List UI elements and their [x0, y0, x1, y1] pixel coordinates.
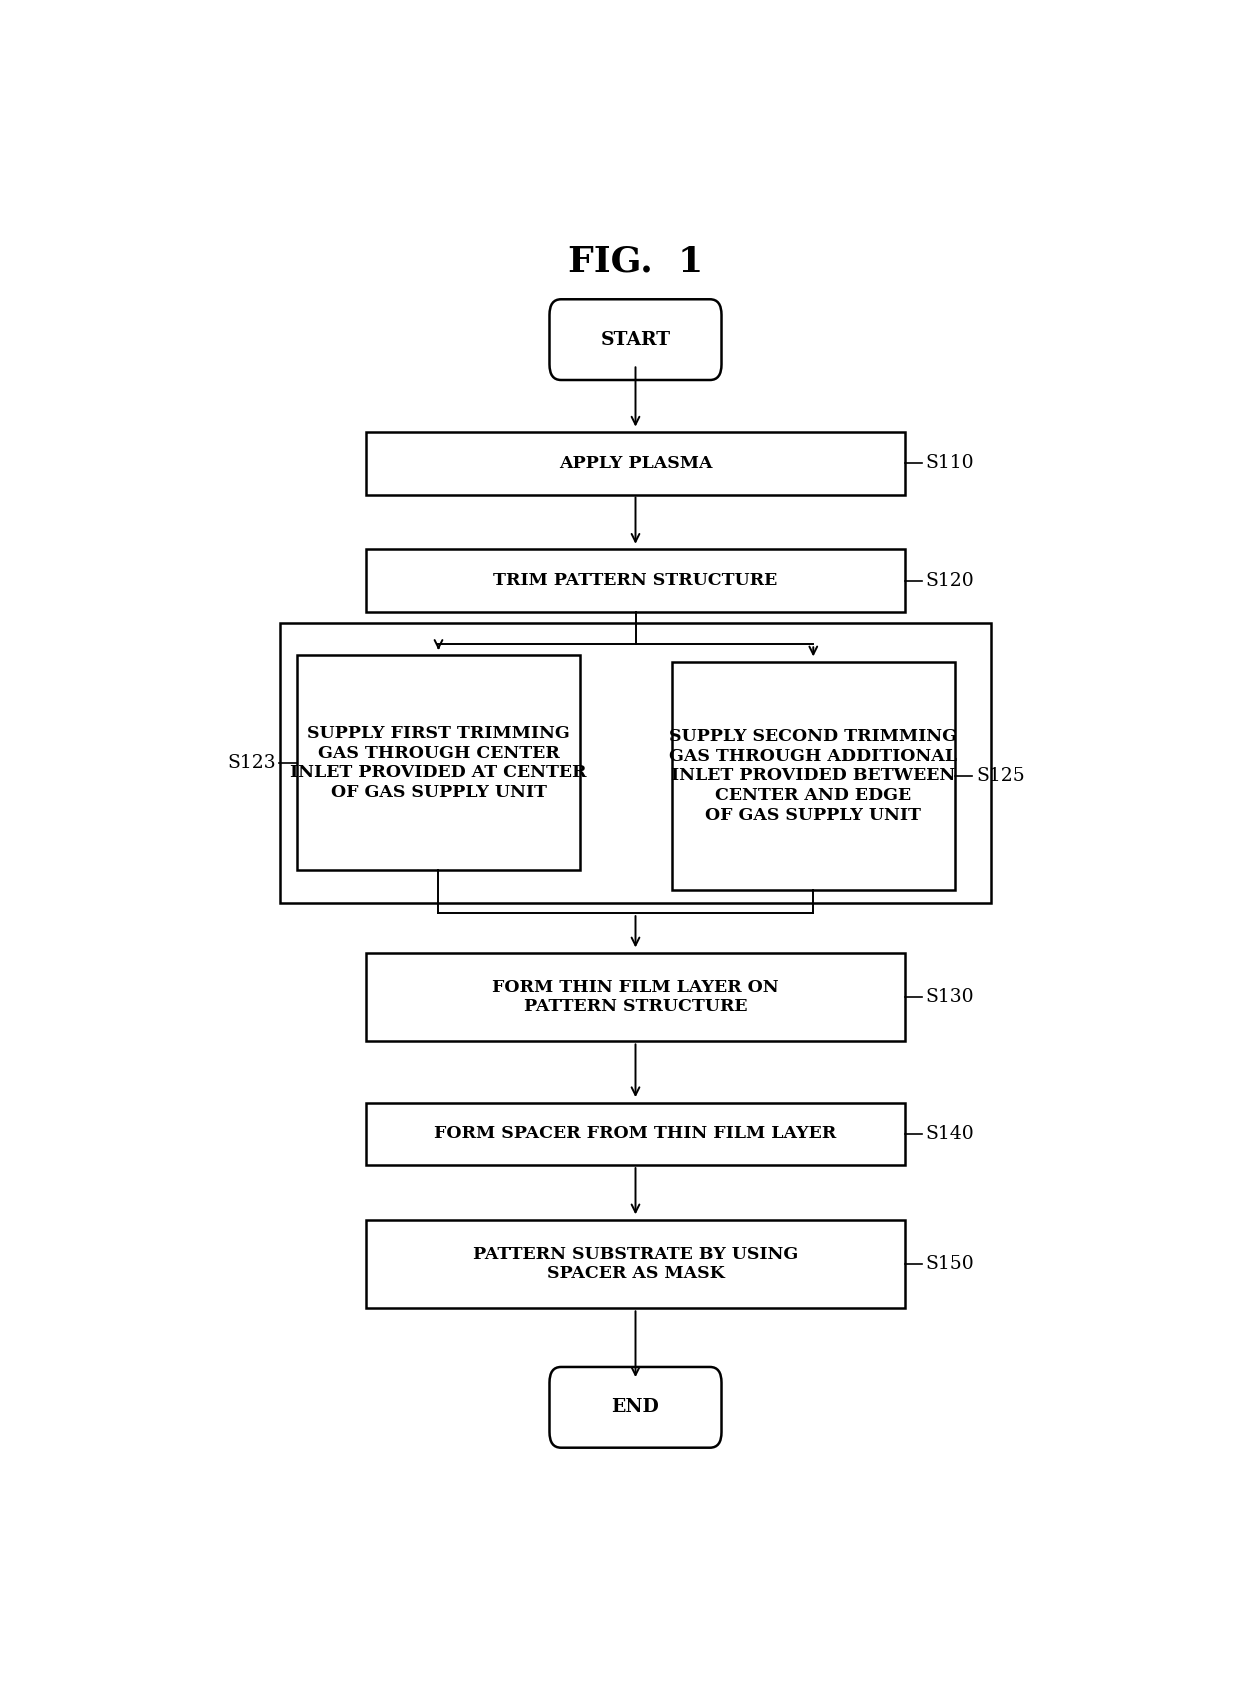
Text: APPLY PLASMA: APPLY PLASMA	[559, 455, 712, 472]
FancyBboxPatch shape	[549, 1366, 722, 1447]
Text: SUPPLY SECOND TRIMMING
GAS THROUGH ADDITIONAL
INLET PROVIDED BETWEEN
CENTER AND : SUPPLY SECOND TRIMMING GAS THROUGH ADDIT…	[670, 729, 957, 824]
Text: PATTERN SUBSTRATE BY USING
SPACER AS MASK: PATTERN SUBSTRATE BY USING SPACER AS MAS…	[472, 1246, 799, 1282]
Text: START: START	[600, 331, 671, 348]
Text: FIG.  1: FIG. 1	[568, 245, 703, 279]
Bar	[367, 1219, 905, 1309]
Text: S125: S125	[976, 766, 1025, 785]
Bar	[280, 622, 991, 903]
Text: SUPPLY FIRST TRIMMING
GAS THROUGH CENTER
INLET PROVIDED AT CENTER
OF GAS SUPPLY : SUPPLY FIRST TRIMMING GAS THROUGH CENTER…	[290, 725, 587, 802]
Text: S140: S140	[926, 1125, 975, 1143]
Text: FORM THIN FILM LAYER ON
PATTERN STRUCTURE: FORM THIN FILM LAYER ON PATTERN STRUCTUR…	[492, 979, 779, 1016]
Text: S130: S130	[926, 988, 975, 1006]
Text: S120: S120	[926, 572, 975, 590]
Text: S110: S110	[926, 455, 975, 472]
Text: FORM SPACER FROM THIN FILM LAYER: FORM SPACER FROM THIN FILM LAYER	[434, 1126, 837, 1143]
Text: END: END	[611, 1398, 660, 1417]
Text: S123: S123	[227, 754, 275, 771]
Text: S150: S150	[926, 1255, 975, 1273]
Bar	[296, 656, 580, 871]
Bar	[672, 661, 955, 889]
Bar	[367, 1103, 905, 1165]
Bar	[367, 550, 905, 612]
FancyBboxPatch shape	[549, 299, 722, 380]
Text: TRIM PATTERN STRUCTURE: TRIM PATTERN STRUCTURE	[494, 572, 777, 588]
Bar	[367, 433, 905, 494]
Bar	[367, 954, 905, 1042]
